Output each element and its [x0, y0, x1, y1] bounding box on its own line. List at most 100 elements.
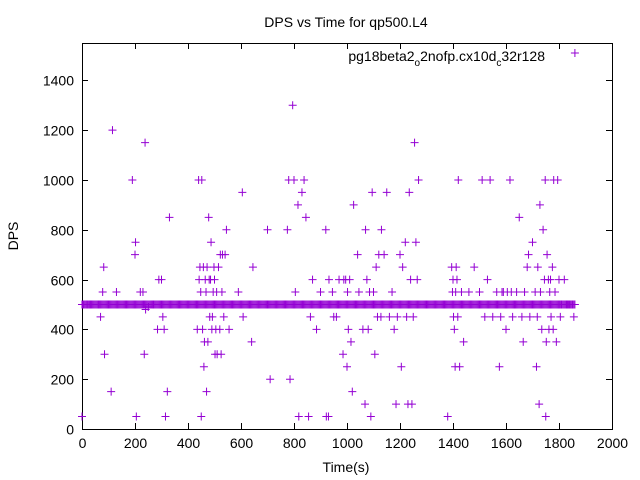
data-point [414, 175, 423, 184]
data-point [308, 275, 317, 284]
data-point [234, 288, 243, 297]
data-point [99, 263, 108, 272]
data-point [343, 362, 351, 371]
x-tick-label: 2000 [597, 435, 628, 451]
data-point [160, 325, 169, 334]
data-point [161, 412, 170, 421]
data-point [454, 175, 463, 184]
data-point [238, 188, 247, 197]
data-point [354, 288, 363, 297]
data-point [549, 325, 558, 334]
data-point [372, 263, 381, 272]
data-point [464, 288, 473, 297]
data-point [407, 400, 416, 409]
x-tick-label: 600 [230, 435, 254, 451]
data-point [345, 275, 354, 284]
data-point [138, 288, 147, 297]
data-point [410, 138, 419, 147]
x-tick-label: 1200 [385, 435, 416, 451]
axis-ticks: 0 200 400 600 800 1000 1200 1400 1600 1800 2000 0 20… [43, 43, 628, 451]
data-point [508, 312, 517, 321]
data-point [502, 325, 510, 334]
y-tick-label: 1000 [43, 173, 74, 189]
data-point [556, 312, 565, 321]
data-point [541, 175, 550, 184]
data-point [349, 200, 358, 209]
plot-frame [82, 43, 613, 430]
y-axis-label: DPS [5, 222, 21, 251]
data-point [385, 312, 394, 321]
data-point [215, 325, 224, 334]
data-point [291, 288, 300, 297]
data-point [112, 288, 121, 297]
data-point [377, 225, 386, 234]
data-point [346, 337, 355, 346]
data-point [208, 312, 217, 321]
data-point [528, 238, 537, 247]
data-point [459, 337, 468, 346]
data-point [486, 175, 495, 184]
data-point [283, 225, 292, 234]
data-point [304, 412, 313, 421]
data-points [78, 48, 579, 421]
data-point [316, 288, 325, 297]
data-point [306, 312, 315, 321]
data-point [328, 288, 337, 297]
data-point [409, 312, 418, 321]
data-point [128, 175, 137, 184]
data-point [202, 387, 211, 396]
data-point [157, 275, 166, 284]
data-point [202, 288, 211, 297]
data-point [222, 225, 231, 234]
data-point [364, 325, 373, 334]
y-tick-label: 1400 [43, 73, 74, 89]
data-point [455, 362, 464, 371]
x-tick-label: 1800 [544, 435, 575, 451]
x-tick-label: 1000 [332, 435, 363, 451]
data-point [552, 337, 561, 346]
data-point [532, 362, 541, 371]
data-point [297, 188, 306, 197]
data-point [353, 250, 362, 259]
data-point [512, 288, 521, 297]
data-point [286, 375, 295, 384]
data-point [83, 300, 92, 309]
data-point [542, 337, 551, 346]
x-tick-label: 0 [79, 435, 87, 451]
data-point [98, 288, 107, 297]
data-point [537, 325, 546, 334]
data-point [488, 312, 497, 321]
data-point [78, 412, 86, 421]
data-point [266, 375, 275, 384]
data-point [207, 238, 216, 247]
data-point [539, 225, 548, 234]
data-point [517, 312, 526, 321]
data-point [535, 200, 544, 209]
data-point [339, 350, 348, 359]
data-point [158, 312, 167, 321]
data-point [569, 312, 578, 321]
data-point [453, 312, 462, 321]
y-tick-label: 400 [51, 322, 75, 338]
data-point [452, 275, 461, 284]
data-point [343, 288, 352, 297]
data-point [197, 412, 206, 421]
data-point [324, 275, 333, 284]
data-point [248, 263, 257, 272]
data-point [396, 250, 404, 259]
legend-label: pg18beta2o2nofp.cx10dc32r128 [348, 48, 545, 69]
data-point [239, 312, 248, 321]
data-point [520, 288, 529, 297]
data-point [344, 325, 353, 334]
data-point [533, 312, 542, 321]
data-point [247, 337, 256, 346]
data-point [141, 138, 150, 147]
data-point [546, 275, 555, 284]
data-point [217, 288, 226, 297]
data-point [496, 312, 505, 321]
data-point [293, 200, 302, 209]
data-point [312, 325, 321, 334]
data-point [411, 238, 420, 247]
x-tick-label: 800 [283, 435, 307, 451]
